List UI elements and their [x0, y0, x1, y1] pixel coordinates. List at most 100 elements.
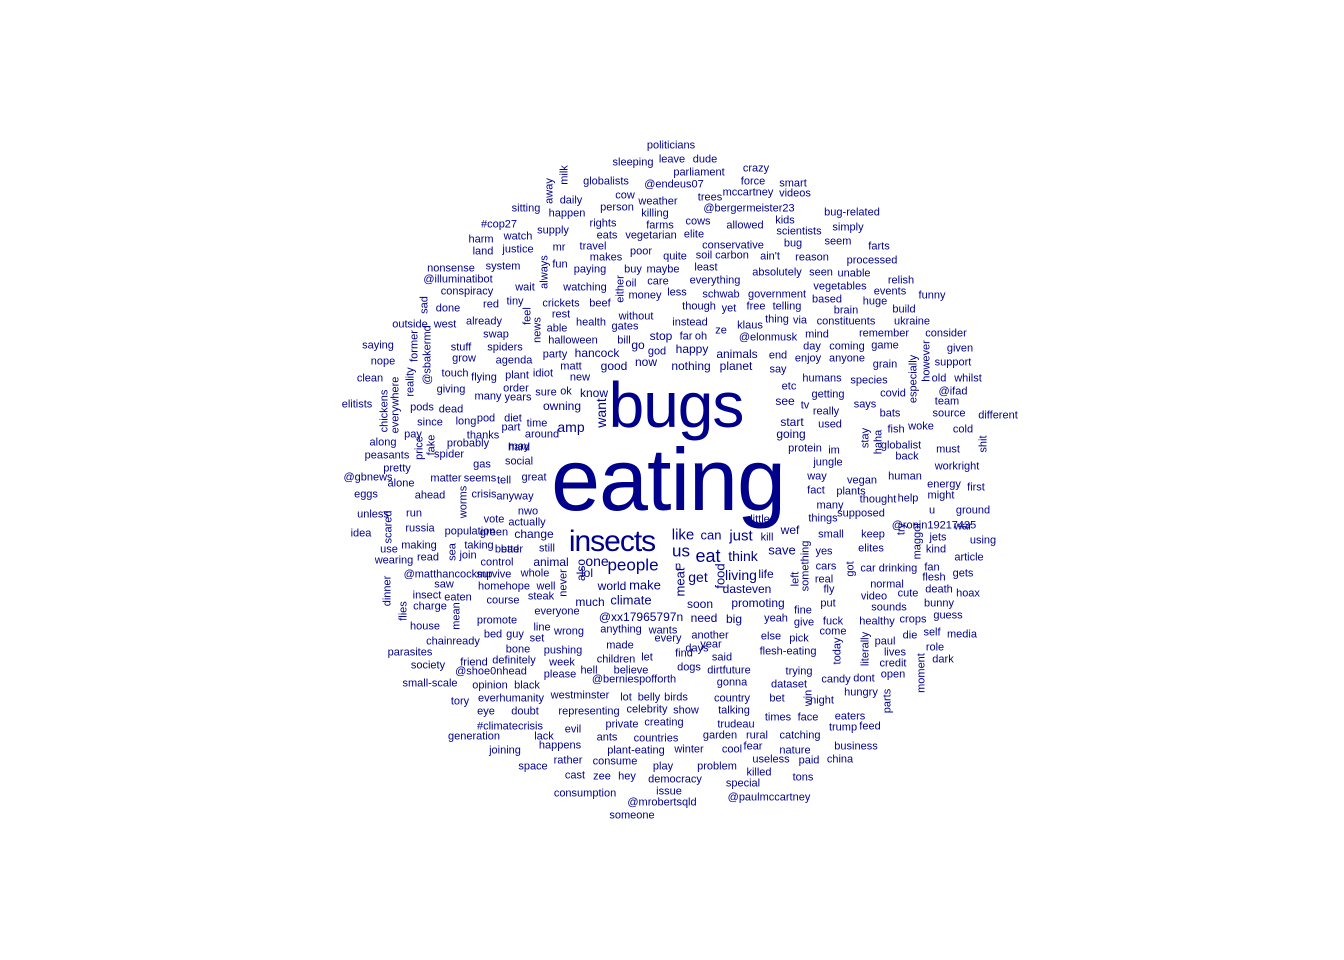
word: rather: [553, 754, 583, 767]
word: belly: [637, 691, 661, 704]
word: ain't: [760, 250, 780, 263]
word: dark: [932, 653, 954, 666]
word: nonsense: [427, 262, 475, 275]
word: nature: [779, 744, 811, 757]
word: politicians: [646, 139, 696, 152]
word: owning: [542, 399, 582, 413]
word: bug-related: [824, 206, 880, 219]
word: events: [873, 285, 907, 298]
word: mean: [450, 602, 463, 630]
word: consider: [925, 327, 967, 340]
word: scientists: [776, 225, 822, 238]
word: big: [725, 612, 743, 626]
word: supposed: [837, 507, 885, 520]
word: steak: [527, 590, 555, 603]
word: fear: [743, 740, 763, 753]
word: anything: [600, 623, 642, 636]
word: fly: [823, 583, 835, 596]
word: help: [897, 492, 919, 505]
word: support: [934, 356, 972, 369]
word: come: [819, 625, 847, 638]
word: eaters: [834, 710, 866, 723]
word: whole: [520, 567, 550, 580]
word: bet: [769, 692, 785, 705]
word: saying: [362, 339, 394, 352]
word: consume: [592, 755, 638, 768]
word: go: [631, 338, 645, 352]
word: relish: [887, 274, 915, 287]
word: face: [797, 711, 819, 724]
word: gets: [952, 567, 974, 580]
word: paid: [798, 754, 820, 767]
word: @sbakermd: [421, 325, 434, 385]
word: @mrobertsqld: [627, 796, 697, 809]
word: brain: [833, 304, 859, 317]
word: talking: [718, 704, 750, 717]
word: ground: [955, 504, 991, 517]
word: house: [410, 620, 440, 633]
word: though: [682, 300, 716, 313]
word: soil: [695, 249, 713, 262]
word: schwab: [702, 288, 740, 301]
word: gonna: [716, 676, 748, 689]
word: crops: [899, 613, 927, 626]
word: please: [543, 668, 577, 681]
word: evil: [564, 723, 582, 736]
word: eggs: [354, 488, 378, 501]
word: grow: [452, 352, 476, 365]
word: tv: [800, 399, 810, 412]
word: creating: [644, 716, 684, 729]
word: unable: [837, 267, 871, 280]
word: got: [844, 561, 857, 577]
word: fan: [924, 561, 940, 574]
word: grain: [872, 358, 898, 371]
word: thanks: [466, 429, 500, 442]
word: can: [700, 527, 722, 543]
word: simply: [832, 221, 864, 234]
word: really: [812, 405, 840, 418]
word: mccartney: [722, 186, 774, 199]
word: spiders: [487, 341, 523, 354]
word: candy: [821, 673, 851, 686]
word: end: [768, 349, 788, 362]
word: must: [936, 443, 960, 456]
word: ahead: [414, 489, 446, 502]
word: change: [514, 527, 554, 541]
word: klaus: [737, 319, 763, 332]
word: find: [675, 647, 693, 660]
word: course: [486, 594, 520, 607]
word: china: [826, 753, 854, 766]
word: let: [641, 651, 653, 664]
word: rights: [589, 217, 617, 230]
word: hungry: [844, 686, 878, 699]
word: tons: [792, 771, 814, 784]
word: flying: [471, 371, 497, 384]
word: else: [760, 630, 782, 643]
word: care: [647, 275, 669, 288]
word: pretty: [383, 462, 411, 475]
word: poor: [629, 245, 653, 258]
word: makes: [589, 251, 623, 264]
word: someone: [609, 809, 655, 822]
word: car: [860, 562, 876, 575]
word: wearing: [374, 554, 414, 567]
word: thing: [765, 313, 789, 326]
word: vegetarian: [625, 229, 677, 242]
word: day: [803, 340, 821, 353]
word: countries: [633, 732, 679, 745]
word: years: [504, 391, 532, 404]
word: well: [536, 580, 556, 593]
word: agenda: [495, 354, 533, 367]
word: system: [485, 260, 521, 273]
word: @paulmccartney: [727, 791, 811, 804]
word: @illuminatibot: [423, 273, 493, 286]
word: free: [746, 300, 766, 313]
word: eat: [695, 546, 721, 566]
word: nope: [370, 355, 396, 368]
word: already: [465, 315, 503, 328]
word: given: [946, 342, 974, 355]
word: things: [808, 512, 838, 525]
word: eye: [477, 705, 495, 718]
word: gas: [473, 458, 491, 471]
word: going: [776, 427, 806, 441]
